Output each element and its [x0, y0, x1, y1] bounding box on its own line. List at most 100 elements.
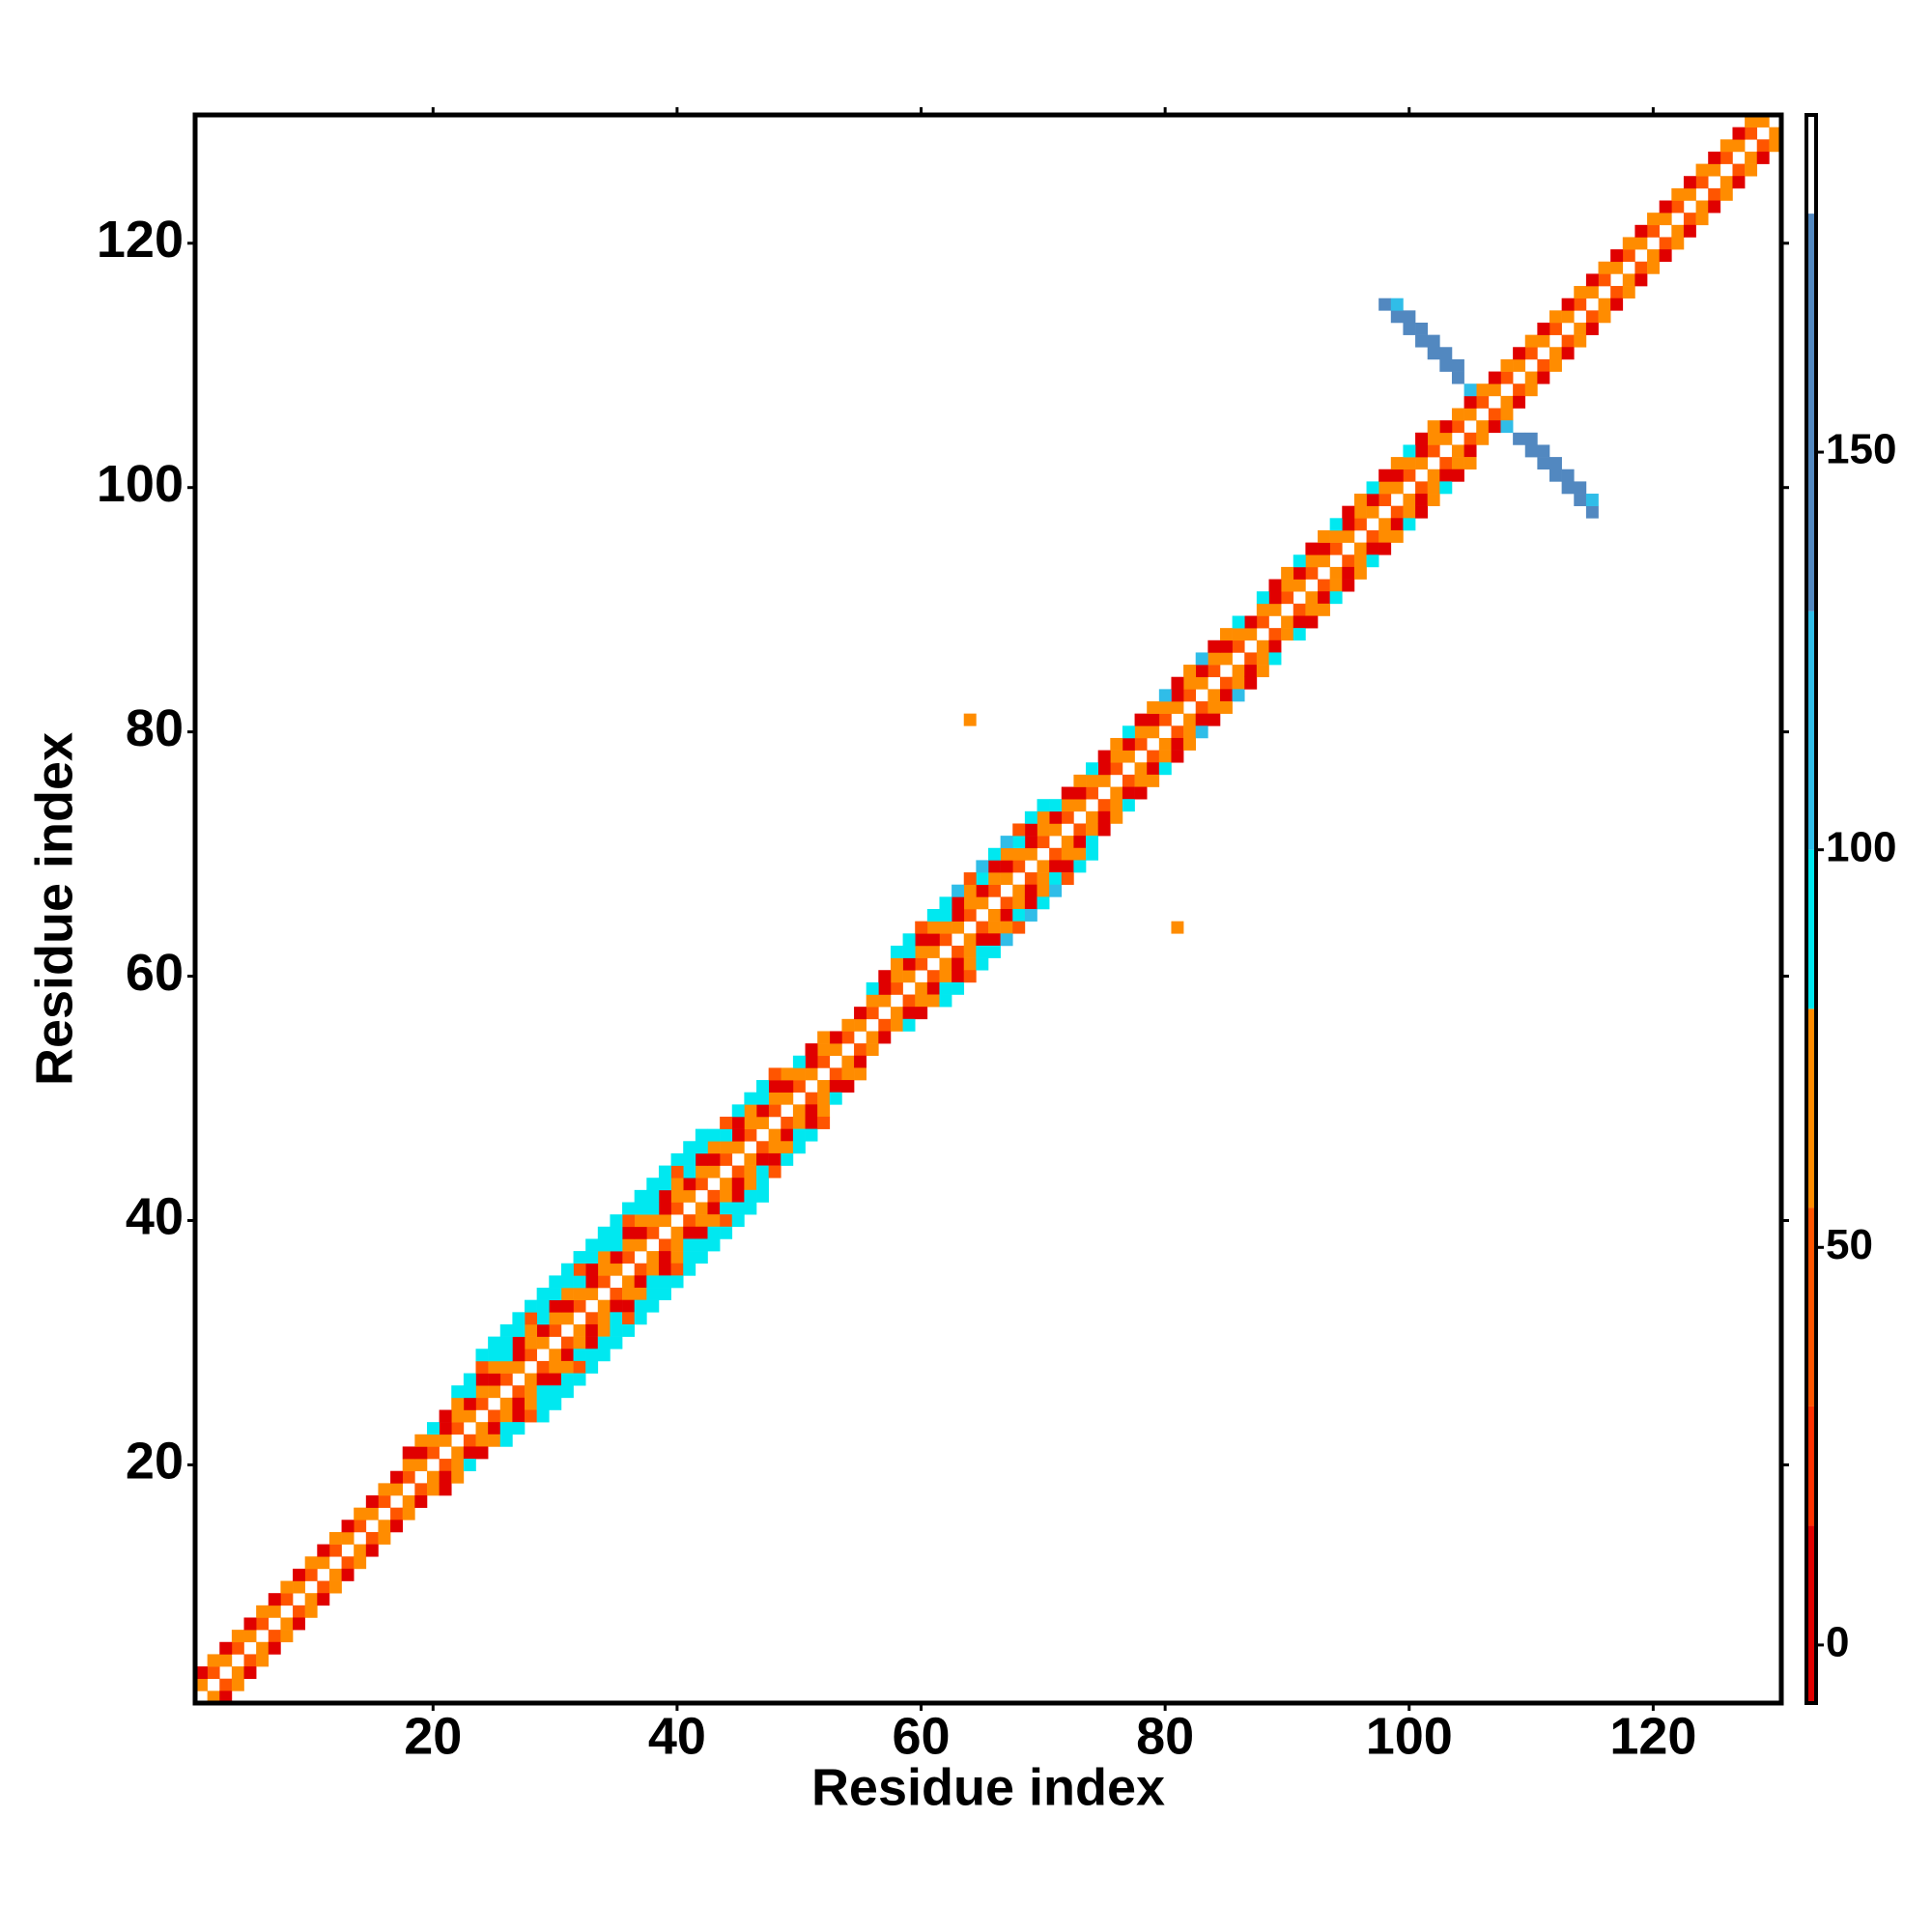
heatmap-cell: [1585, 505, 1599, 519]
heatmap-cell: [1659, 249, 1672, 263]
heatmap-cell: [1634, 273, 1648, 287]
heatmap-cell: [1000, 860, 1013, 873]
heatmap-cell: [1403, 444, 1416, 458]
heatmap-cell: [1561, 334, 1575, 348]
heatmap-cell: [512, 1409, 526, 1423]
heatmap-cell: [1110, 786, 1123, 800]
heatmap-cell: [585, 1263, 599, 1276]
heatmap-cell: [573, 1373, 586, 1386]
heatmap-cell: [1695, 176, 1709, 189]
heatmap-cell: [549, 1373, 562, 1386]
heatmap-cell: [707, 1141, 721, 1154]
heatmap-cell: [1574, 481, 1587, 495]
heatmap-cell: [1463, 432, 1477, 445]
heatmap-cell: [414, 1434, 428, 1447]
heatmap-cell: [304, 1605, 318, 1618]
heatmap-cell: [1268, 639, 1282, 653]
heatmap-cell: [915, 1007, 928, 1020]
heatmap-cell: [890, 981, 903, 995]
heatmap-cell: [976, 957, 989, 971]
heatmap-cell: [963, 713, 977, 726]
heatmap-cell: [1671, 224, 1685, 238]
heatmap-cell: [499, 1336, 513, 1350]
heatmap-cell: [1000, 909, 1013, 922]
heatmap-cell: [1769, 127, 1782, 140]
heatmap-cell: [866, 1007, 879, 1020]
heatmap-cell: [610, 1251, 623, 1264]
heatmap-cell: [1024, 909, 1037, 922]
heatmap-cell: [1024, 810, 1037, 824]
heatmap-cell: [658, 1251, 671, 1264]
heatmap-cell: [829, 1067, 842, 1081]
heatmap-cell: [1086, 836, 1098, 849]
heatmap-cell: [768, 1152, 781, 1166]
heatmap-cell: [707, 1128, 721, 1142]
heatmap-cell: [1342, 554, 1355, 568]
heatmap-cell: [1171, 737, 1184, 751]
heatmap-cell: [744, 1104, 757, 1118]
heatmap-cell: [768, 1104, 781, 1118]
heatmap-cell: [1049, 810, 1063, 824]
heatmap-cell: [963, 872, 977, 886]
heatmap-cell: [585, 1251, 599, 1264]
heatmap-cell: [1598, 298, 1611, 311]
heatmap-cell: [268, 1593, 281, 1606]
heatmap-cell: [1610, 286, 1624, 298]
heatmap-cell: [1390, 481, 1404, 495]
heatmap-cell: [915, 933, 928, 947]
heatmap-cell: [1061, 810, 1074, 824]
heatmap-cell: [1732, 163, 1746, 177]
heatmap-cell: [792, 1080, 806, 1093]
heatmap-cell: [792, 1067, 806, 1081]
colorbar-band: [1806, 1525, 1816, 1703]
heatmap-cell: [341, 1568, 355, 1581]
heatmap-cell: [805, 1116, 818, 1129]
heatmap-cell: [475, 1373, 489, 1386]
colorbar-frame: [1804, 113, 1818, 1705]
heatmap-cell: [1598, 310, 1611, 324]
heatmap-cell: [1073, 836, 1087, 849]
heatmap-cell: [768, 1067, 781, 1081]
heatmap-cell: [439, 1409, 452, 1423]
heatmap-cell: [1244, 665, 1258, 678]
heatmap-cell: [768, 1092, 781, 1105]
heatmap-cell: [1171, 921, 1184, 934]
heatmap-cell: [926, 909, 940, 922]
heatmap-cell: [1171, 750, 1184, 763]
heatmap-cell: [549, 1288, 562, 1300]
heatmap-cell: [988, 933, 1001, 947]
y-tick-label: 40: [126, 1188, 184, 1246]
y-tick-label: 120: [97, 211, 184, 269]
heatmap-cell: [585, 1288, 599, 1300]
heatmap-cell: [1561, 347, 1575, 360]
heatmap-cell: [1195, 665, 1208, 678]
heatmap-cell: [1293, 554, 1306, 568]
heatmap-cell: [976, 945, 989, 958]
heatmap-cell: [988, 884, 1001, 897]
heatmap-cell: [952, 945, 965, 958]
heatmap-cell: [390, 1483, 404, 1496]
heatmap-cell: [1122, 737, 1135, 751]
heatmap-cell: [634, 1226, 647, 1239]
heatmap-cell: [902, 933, 916, 947]
heatmap-cell: [670, 1263, 684, 1276]
heatmap-cell: [1012, 836, 1026, 849]
heatmap-cell: [1524, 384, 1538, 397]
heatmap-cell: [525, 1349, 537, 1362]
heatmap-cell: [341, 1520, 355, 1533]
heatmap-cell: [841, 1031, 855, 1044]
heatmap-cell: [536, 1397, 550, 1410]
heatmap-cell: [634, 1263, 647, 1276]
heatmap-cell: [707, 1165, 721, 1179]
y-axis-label: Residue index: [25, 732, 83, 1086]
heatmap-cell: [1513, 395, 1526, 409]
y-tick-label: 20: [126, 1433, 184, 1491]
heatmap-cell: [207, 1654, 220, 1667]
heatmap-cell: [926, 994, 940, 1008]
heatmap-cell: [1561, 298, 1575, 311]
heatmap-cell: [902, 994, 916, 1008]
heatmap-cell: [1208, 639, 1221, 653]
heatmap-cell: [1451, 408, 1464, 421]
heatmap-cell: [1708, 163, 1721, 177]
